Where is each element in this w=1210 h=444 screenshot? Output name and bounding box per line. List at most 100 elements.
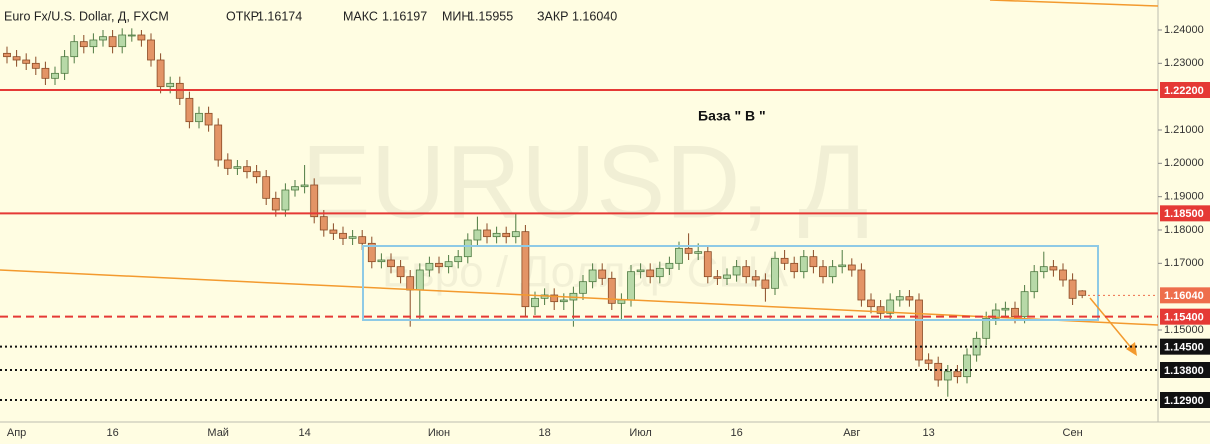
candle-body — [799, 256, 808, 273]
x-tick-label: Авг — [843, 427, 860, 439]
candle-body — [1078, 290, 1087, 296]
candle-body — [387, 259, 395, 268]
candle-body — [79, 41, 88, 48]
level-label-bg — [1160, 362, 1210, 378]
candle-body — [627, 271, 635, 301]
candle-body — [454, 256, 463, 263]
candle-body — [60, 56, 69, 74]
candle-body — [89, 39, 98, 48]
candle-body — [127, 34, 136, 37]
x-tick-label: 16 — [106, 427, 118, 439]
candle-body — [156, 59, 165, 88]
candle-body — [22, 59, 31, 64]
candle-body — [31, 62, 40, 69]
candle-body — [991, 309, 1000, 319]
y-tick-label: 1.19000 — [1164, 191, 1204, 203]
candle-body — [358, 236, 367, 244]
candle-body — [905, 296, 914, 301]
candle-body — [655, 267, 664, 278]
candle-body — [271, 197, 280, 211]
candle-body — [771, 257, 779, 289]
level-label: 1.22200 — [1164, 85, 1204, 97]
candle-body — [636, 269, 645, 273]
candle-body — [790, 262, 799, 273]
last-price-bg — [1160, 287, 1210, 304]
y-tick-label: 1.20000 — [1164, 157, 1204, 169]
candle-body — [828, 266, 837, 278]
x-tick-label: Июл — [629, 427, 651, 439]
candle-body — [319, 216, 328, 231]
candle-body — [233, 166, 242, 169]
candle-body — [838, 264, 847, 268]
candle-body — [348, 236, 357, 239]
candle-body — [243, 166, 251, 173]
y-tick-label: 1.23000 — [1164, 57, 1204, 69]
candle-body — [435, 262, 443, 268]
candle-body — [943, 371, 952, 381]
candle-body — [70, 41, 79, 58]
candle-body — [895, 296, 904, 301]
level-label-bg — [1160, 82, 1210, 98]
candle-body — [300, 184, 309, 188]
candle-body — [483, 229, 491, 238]
candle-body — [550, 294, 559, 303]
candle-body — [982, 317, 991, 339]
x-tick-label: 13 — [922, 427, 934, 439]
candle-body — [41, 67, 50, 79]
candle-body — [1039, 266, 1048, 273]
candle-body — [924, 359, 933, 364]
x-tick-label: 14 — [298, 427, 310, 439]
candle-body — [847, 264, 856, 271]
ohlc-value: 1.16040 — [572, 9, 617, 23]
candle-body — [886, 299, 895, 314]
candle-body — [876, 306, 885, 314]
level-label: 1.13800 — [1164, 365, 1204, 377]
candle-body — [521, 231, 530, 308]
candle-body — [732, 266, 741, 276]
level-label-bg — [1160, 392, 1210, 408]
candle-body — [857, 269, 866, 301]
arrow-head — [1126, 342, 1137, 356]
candle-body — [761, 279, 770, 289]
candle-body — [214, 124, 223, 161]
candle-body — [339, 232, 347, 239]
candle-body — [281, 189, 290, 211]
candle-body — [502, 232, 511, 238]
candle-body — [780, 257, 789, 264]
candle-body — [329, 229, 338, 234]
ohlc-label: ЗАКР — [537, 9, 569, 23]
candle-body — [598, 269, 607, 279]
forecast-arrow — [1089, 297, 1134, 351]
candle-body — [742, 266, 751, 278]
watermark: EURUSD, Д — [301, 124, 868, 240]
candle-body — [396, 266, 405, 278]
candle-body — [1030, 271, 1039, 293]
candle-body — [166, 82, 175, 88]
level-label: 1.12900 — [1164, 395, 1204, 407]
candle-body — [12, 56, 21, 61]
candle-body — [1001, 307, 1010, 311]
chart-title: Euro Fx/U.S. Dollar, Д, FXCM — [4, 9, 169, 23]
candle-body — [559, 299, 568, 303]
candle-body — [703, 251, 712, 278]
level-label-bg — [1160, 205, 1210, 222]
candle-body — [809, 256, 818, 268]
candle-body — [223, 159, 232, 169]
candle-body — [723, 274, 731, 279]
candle-body — [617, 299, 626, 304]
candle-body — [713, 276, 722, 279]
candle-body — [415, 269, 424, 291]
candle-body — [531, 297, 539, 308]
candle-body — [108, 36, 117, 48]
candle-body — [646, 269, 655, 278]
x-tick-label: 18 — [538, 427, 550, 439]
candle-body — [463, 239, 472, 258]
level-label: 1.14500 — [1164, 342, 1204, 354]
candle-body — [310, 184, 319, 218]
candle-body — [291, 186, 299, 191]
y-tick-label: 1.24000 — [1164, 24, 1204, 36]
candle-body — [915, 299, 923, 361]
y-tick-label: 1.15000 — [1164, 324, 1204, 336]
y-tick-label: 1.18000 — [1164, 224, 1204, 236]
